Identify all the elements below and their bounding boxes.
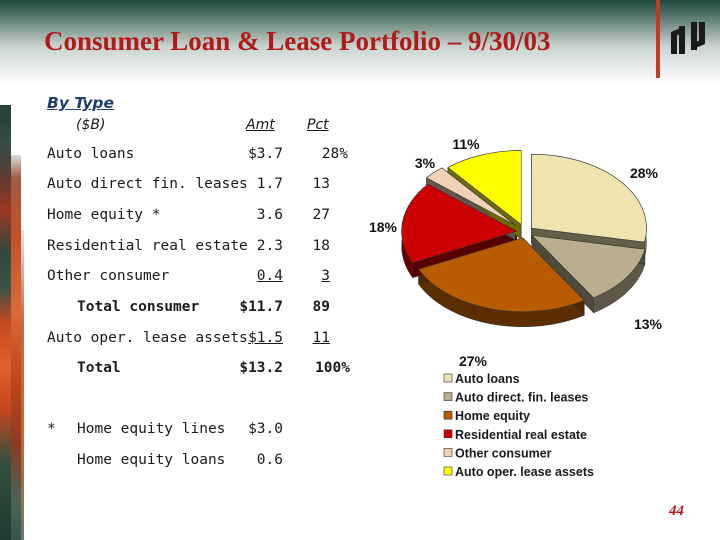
- slice-label: 3%: [415, 155, 436, 171]
- header-band: [0, 0, 720, 84]
- footnote-amt: 0.6: [256, 452, 283, 468]
- amt-header: Amt: [246, 117, 275, 133]
- legend-label: Auto loans: [455, 372, 520, 386]
- legend-label: Auto direct. fin. leases: [455, 391, 588, 405]
- pie-slice: [401, 183, 518, 264]
- legend-label: Home equity: [455, 409, 530, 423]
- footnote-label: Home equity loans: [77, 452, 226, 468]
- footnote-label: Home equity lines: [77, 421, 226, 437]
- row-pct: 28%: [321, 146, 348, 162]
- row-amt: $13.2: [239, 360, 283, 376]
- decorative-side-bar-inner: [11, 155, 21, 540]
- slice-label: 11%: [452, 136, 480, 152]
- pie-tops: [401, 150, 647, 313]
- row-label: Auto oper. lease assets: [47, 330, 248, 346]
- row-amt: $11.7: [239, 299, 283, 315]
- row-label: Auto direct fin. leases: [47, 176, 248, 192]
- row-pct: 11: [312, 330, 330, 346]
- slice-label: 13%: [634, 316, 663, 332]
- row-amt: $3.7: [248, 146, 283, 162]
- row-pct: 13: [312, 176, 330, 192]
- table-heading: By Type: [47, 94, 115, 112]
- pie-slice: [531, 234, 646, 299]
- footnote-marker: *: [47, 421, 56, 437]
- pie-slice: [531, 153, 647, 243]
- legend-swatch: [443, 466, 453, 476]
- row-label: Residential real estate: [47, 238, 248, 254]
- row-label: Other consumer: [47, 268, 170, 284]
- row-pct: 27: [312, 207, 330, 223]
- page-number: 44: [669, 503, 684, 519]
- footnote-amt: $3.0: [248, 421, 283, 437]
- row-amt: 2.3: [256, 238, 283, 254]
- decorative-side-bar-edge: [21, 230, 24, 540]
- pct-header: Pct: [307, 117, 329, 133]
- chart-legend: Auto loans Auto direct. fin. leases Home e…: [443, 372, 594, 479]
- row-label: Total: [77, 360, 121, 376]
- unit-header: ($B): [76, 117, 106, 133]
- pie-slice: [447, 150, 522, 226]
- slice-label: 18%: [369, 219, 398, 235]
- legend-swatch: [443, 392, 453, 401]
- legend-label: Auto oper. lease assets: [455, 465, 594, 479]
- row-amt: 1.7: [256, 176, 283, 192]
- header-divider: [656, 0, 660, 78]
- legend-swatch: [443, 373, 453, 383]
- legend-swatch: [443, 429, 453, 439]
- row-pct: 89: [312, 299, 330, 315]
- legend-label: Residential real estate: [455, 428, 587, 442]
- slice-label: 28%: [630, 165, 659, 181]
- slice-label: 27%: [459, 353, 488, 369]
- row-pct: 100%: [315, 360, 350, 376]
- decorative-side-bar: [0, 105, 11, 540]
- row-label: Total consumer: [77, 299, 200, 315]
- row-amt: $1.5: [248, 330, 283, 346]
- row-amt: 3.6: [256, 207, 283, 223]
- pie-slice: [425, 167, 516, 226]
- pie-slice: [418, 237, 585, 313]
- row-label: Auto loans: [47, 146, 135, 162]
- slide-title: Consumer Loan & Lease Portfolio – 9/30/0…: [44, 26, 551, 56]
- row-label: Home equity *: [47, 207, 161, 223]
- row-pct: 18: [312, 238, 330, 254]
- row-pct: 3: [321, 268, 330, 284]
- bank-logo-icon: [671, 22, 705, 54]
- legend-label: Other consumer: [455, 446, 552, 460]
- legend-swatch: [443, 448, 453, 457]
- row-amt: 0.4: [256, 268, 283, 284]
- legend-swatch: [443, 410, 453, 420]
